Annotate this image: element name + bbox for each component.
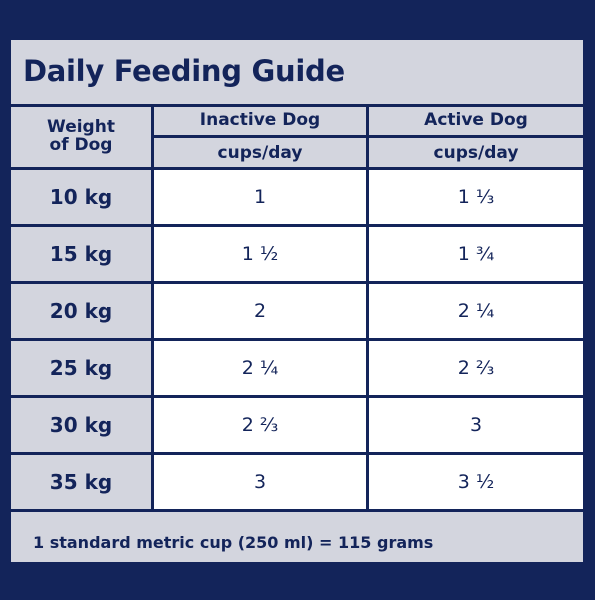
table-top-divider xyxy=(11,104,583,107)
feeding-table: Weight of Dog Inactive Dog Active Dog cu… xyxy=(11,104,583,512)
header-weight-line2: of Dog xyxy=(49,134,113,155)
row-weight: 35 kg xyxy=(11,455,154,512)
cup-conversion-note: 1 standard metric cup (250 ml) = 115 gra… xyxy=(33,533,434,552)
header-weight-line1: Weight xyxy=(47,116,115,137)
row-weight: 25 kg xyxy=(11,341,154,398)
row-weight: 15 kg xyxy=(11,227,154,284)
row-active-value: 2 ¼ xyxy=(369,284,583,341)
header-inactive: Inactive Dog xyxy=(154,104,369,138)
row-weight: 20 kg xyxy=(11,284,154,341)
row-inactive-value: 2 xyxy=(154,284,369,341)
row-active-value: 3 ½ xyxy=(369,455,583,512)
page-title: Daily Feeding Guide xyxy=(23,54,345,88)
row-inactive-value: 2 ¼ xyxy=(154,341,369,398)
row-inactive-value: 1 ½ xyxy=(154,227,369,284)
header-active: Active Dog xyxy=(369,104,583,138)
row-active-value: 3 xyxy=(369,398,583,455)
row-weight: 10 kg xyxy=(11,170,154,227)
row-weight: 30 kg xyxy=(11,398,154,455)
row-active-value: 2 ⅔ xyxy=(369,341,583,398)
row-active-value: 1 ¾ xyxy=(369,227,583,284)
row-inactive-value: 3 xyxy=(154,455,369,512)
row-inactive-value: 2 ⅔ xyxy=(154,398,369,455)
row-active-value: 1 ⅓ xyxy=(369,170,583,227)
header-inactive-unit: cups/day xyxy=(154,138,369,170)
header-weight: Weight of Dog xyxy=(11,104,154,170)
header-active-unit: cups/day xyxy=(369,138,583,170)
row-inactive-value: 1 xyxy=(154,170,369,227)
